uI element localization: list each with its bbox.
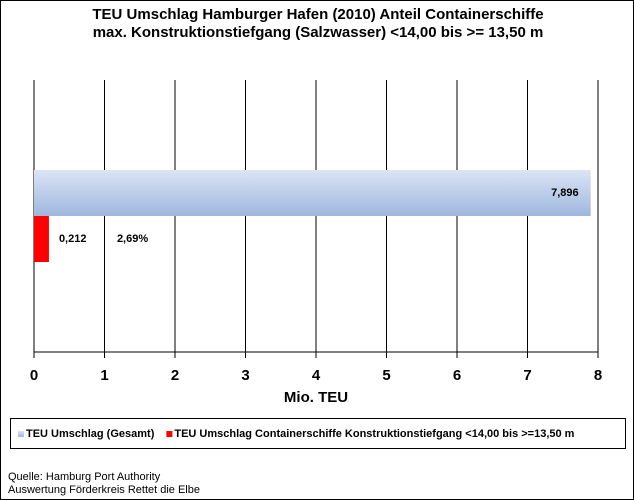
- x-tick-label: 5: [382, 367, 390, 384]
- legend-marker: [166, 431, 173, 437]
- x-tick-label: 1: [100, 367, 108, 384]
- x-tick-label: 8: [594, 367, 602, 384]
- x-tick-label: 3: [241, 367, 249, 384]
- legend-label: TEU Umschlag Containerschiffe Konstrukti…: [174, 428, 574, 440]
- bar: [34, 216, 49, 262]
- x-tick-label: 6: [453, 367, 461, 384]
- x-tick-label: 7: [523, 367, 531, 384]
- legend-label: TEU Umschlag (Gesamt): [26, 428, 155, 440]
- bar: [34, 170, 591, 216]
- legend-marker: [18, 431, 24, 437]
- chart-title: max. Konstruktionstiefgang (Salzwasser) …: [93, 24, 544, 41]
- x-tick-label: 4: [312, 367, 321, 384]
- value-label: 0,212: [59, 233, 87, 245]
- source: Auswertung Förderkreis Rettet die Elbe: [8, 484, 200, 496]
- chart-title: TEU Umschlag Hamburger Hafen (2010) Ante…: [92, 6, 543, 23]
- value-label: 7,896: [551, 187, 579, 199]
- source: Quelle: Hamburg Port Authority: [8, 471, 161, 483]
- legend: [10, 418, 626, 449]
- x-tick-label: 2: [171, 367, 179, 384]
- x-tick-label: 0: [30, 367, 38, 384]
- annotation: 2,69%: [117, 233, 148, 245]
- x-axis-label: Mio. TEU: [284, 389, 348, 406]
